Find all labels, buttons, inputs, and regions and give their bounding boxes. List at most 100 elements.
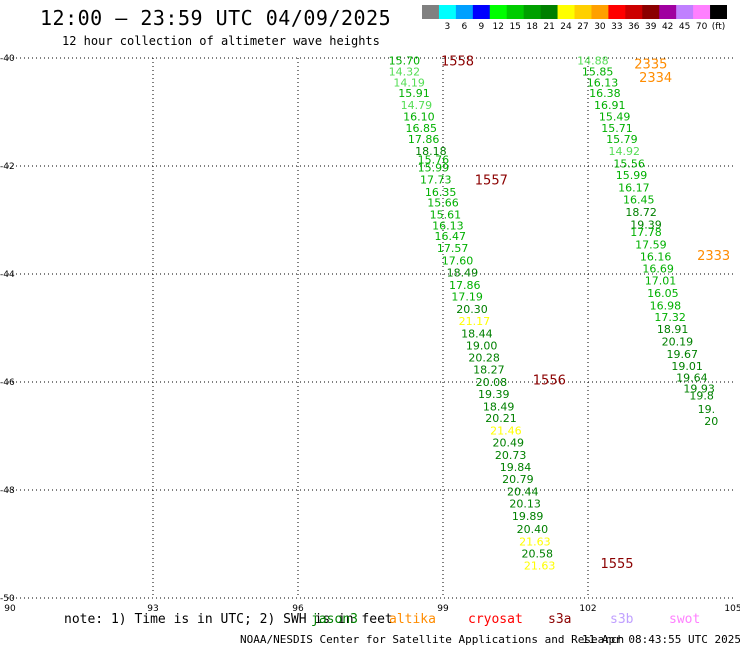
swh-observation: 17.32 [654,311,686,324]
swh-observation: 16.47 [435,230,467,243]
color-scale-swatch [608,5,626,19]
swh-observation: 15.61 [430,209,462,222]
swh-observation: 21.46 [490,425,522,438]
swh-observation: 19.67 [667,348,699,361]
color-scale-label: 12 [493,22,504,32]
swh-observation: 16.38 [589,87,621,100]
swh-observation: 15.91 [398,87,430,100]
swh-observation: 18.44 [461,327,493,340]
y-tick-label: -44 [0,270,15,280]
swh-observation: 15.76 [418,154,450,167]
mission-legend: jason3 altika cryosat s3a s3b swot [0,612,740,630]
color-scale-swatch [422,5,440,19]
swh-observation: 15.66 [427,197,459,210]
swh-observation: 15.85 [582,66,614,79]
swh-observation: 20.73 [495,449,527,462]
swh-observation: 15.99 [616,169,648,182]
swh-observation: 19.89 [512,510,544,523]
swh-observation: 14.88 [577,55,609,68]
color-scale-swatch [523,5,542,19]
swh-observation: 15.71 [601,122,633,135]
swh-observation: 16.13 [432,219,464,232]
swh-observation: 20.40 [517,523,549,536]
swh-observation: 16.35 [425,186,457,199]
wave-height-map: 90 93 96 99 102 105-40-42-44-46-48-5015.7014.… [0,54,740,612]
swh-observation: 16.17 [618,182,650,195]
color-scale-swatch [625,5,643,19]
swh-observation: 20.19 [662,336,694,349]
swh-observation: 17.78 [630,226,662,239]
color-scale-swatch [591,5,609,19]
swh-observation: 15.56 [613,157,645,170]
swh-observation: 17.59 [635,238,667,251]
swh-observation: 19.39 [630,218,662,231]
swh-observation: 20.28 [468,352,500,365]
color-scale-swatch [710,5,727,19]
pass-number-label: 1557 [475,174,508,189]
swh-observation: 20.79 [502,473,534,486]
swh-observation: 21.17 [459,315,491,328]
swh-observation: 20.49 [493,436,525,449]
swh-observation: 18.91 [657,323,689,336]
swh-observation: 19.8 [689,390,714,403]
color-scale-label: 24 [560,22,572,32]
swh-observation: 18.18 [415,145,447,158]
swh-observation: 15.79 [606,133,638,146]
color-scale-label: 18 [526,22,538,32]
color-scale-labels: 3 6 9 12 15 18 21 24 27 30 33 36 39 42 45 70 (ft) [445,22,726,32]
swh-observation: 17.86 [449,279,481,292]
pass-number-label: 1556 [533,373,566,388]
y-tick-label: -46 [0,378,15,388]
color-scale-swatch [642,5,660,19]
footer-timestamp: 11 Apr 08:43:55 UTC 2025 [582,633,740,646]
color-scale-label: 36 [628,22,640,32]
page-title: 12:00 — 23:59 UTC 04/09/2025 [40,6,392,30]
color-scale-label: 27 [577,22,588,32]
color-scale-label: 15 [509,22,520,32]
swh-observation: 20.44 [507,486,539,499]
swh-observation: 16.91 [594,99,626,112]
swh-observation: 17.19 [451,291,483,304]
color-scale-swatch [455,5,474,19]
swh-observation: 15.99 [418,162,450,175]
y-tick-label: -48 [0,486,15,496]
swh-observation: 16.45 [623,193,655,206]
swh-observation: 16.98 [650,299,682,312]
legend-mission-altika: altika [389,612,436,627]
color-scale-swatch [489,5,508,19]
color-scale-label: 70 [696,22,708,32]
x-tick-label: 90 [4,604,16,612]
x-tick-label: 99 [437,604,449,612]
color-scale-label: 45 [679,22,690,32]
pass-number-label: 1555 [600,557,633,572]
swh-observation: 14.19 [393,76,425,89]
legend-mission-jason3: jason3 [311,612,358,627]
footnote: note: 1) Time is in UTC; 2) SWH is in fe… [64,612,393,627]
x-tick-label: 102 [579,604,596,612]
swh-observation: 18.27 [473,364,505,377]
legend-mission-s3a: s3a [548,612,572,627]
swh-observation: 20.21 [485,412,517,425]
swh-observation: 17.86 [408,133,440,146]
swh-observation: 16.10 [403,110,435,123]
swh-observation: 14.79 [401,99,433,112]
y-tick-label: -40 [0,54,15,64]
y-tick-label: -50 [0,594,15,604]
x-tick-label: 93 [147,604,158,612]
color-scale-label: 33 [611,22,622,32]
y-tick-label: -42 [0,162,15,172]
color-scale-swatch [540,5,559,19]
swh-observation: 17.60 [442,255,474,268]
x-tick-label: 105 [724,604,740,612]
pass-number-label: 2334 [639,71,672,86]
color-scale-label: 21 [543,22,554,32]
swh-observation: 14.92 [609,145,641,158]
color-scale-swatch [506,5,525,19]
swh-observation: 17.73 [420,174,452,187]
swh-observation: 17.57 [437,242,469,255]
swh-observation: 18.49 [447,266,479,279]
swh-observation: 19.01 [671,360,703,373]
swh-observation: 17.01 [645,274,677,287]
swh-observation: 16.85 [406,122,438,135]
color-scale-label: 39 [645,22,657,32]
